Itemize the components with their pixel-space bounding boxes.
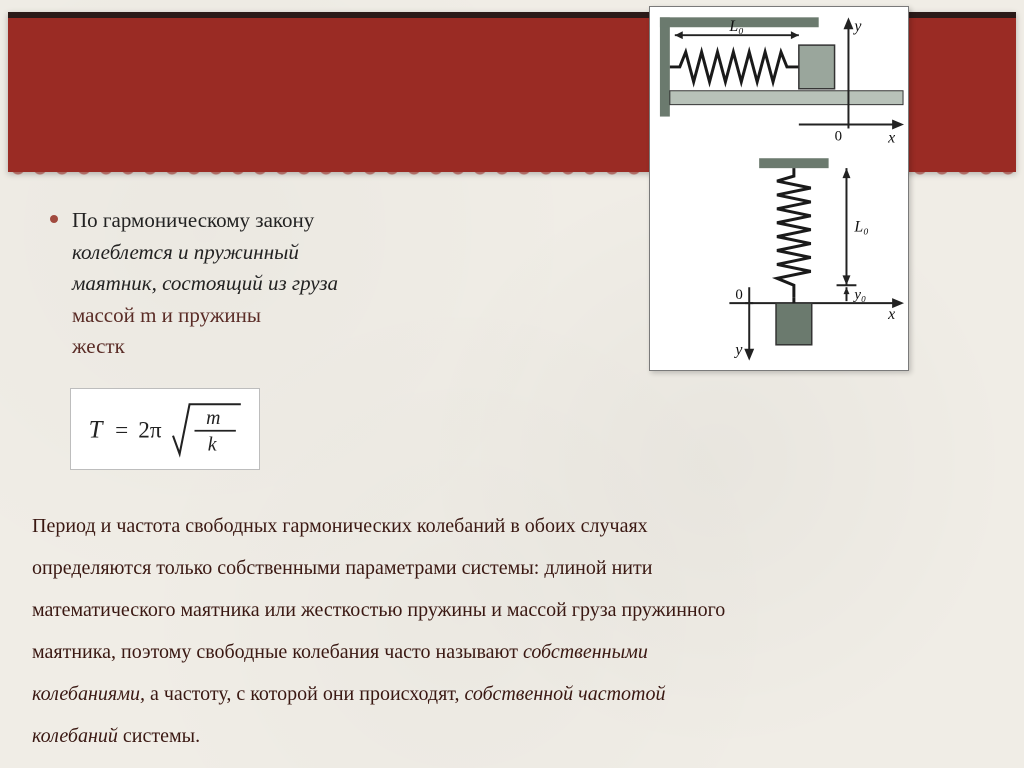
bullet-dot-icon — [50, 215, 58, 223]
bullet-block: По гармоническому закону колеблется и пр… — [50, 205, 550, 363]
label-y-top: y — [852, 18, 862, 35]
spring-diagram: L₀ y x 0 L₀ x 0 — [649, 6, 909, 371]
body-paragraph: Период и частота свободных гармонических… — [32, 505, 992, 757]
bullet-text: По гармоническому закону колеблется и пр… — [72, 205, 338, 363]
label-x-bottom: x — [887, 306, 895, 323]
formula-m: m — [206, 407, 220, 429]
bullet-line4: массой m и пружины — [72, 303, 261, 327]
para-t2: определяются только собственными парамет… — [32, 557, 652, 579]
para-t1: Период и частота свободных гармонических… — [32, 515, 648, 537]
formula-box: T = 2π m k — [70, 388, 260, 470]
para-t4a: маятника, поэтому свободные колебания ча… — [32, 641, 523, 663]
label-L0-side: L₀ — [853, 219, 868, 236]
spring-diagram-svg: L₀ y x 0 L₀ x 0 — [650, 7, 908, 370]
formula-2pi: 2π — [139, 417, 163, 443]
formula-svg: T = 2π m k — [82, 396, 247, 462]
para-t6a: колебаний — [32, 725, 118, 747]
formula-k: k — [208, 433, 218, 455]
para-t6b: системы. — [118, 725, 200, 747]
bullet-line5: жестк — [72, 334, 125, 358]
formula-T: T — [89, 416, 105, 443]
bullet-line2: колеблется и пружинный — [72, 240, 299, 264]
label-y0: y₀ — [852, 287, 866, 303]
para-t3: математического маятника или жесткостью … — [32, 599, 725, 621]
para-t4b: собственными — [523, 641, 648, 663]
formula-eq: = — [115, 417, 128, 443]
para-t5c: собственной частотой — [465, 683, 666, 705]
para-t5b: а частоту, с которой они происходят, — [145, 683, 465, 705]
label-zero-top: 0 — [835, 128, 842, 144]
label-zero-bottom: 0 — [735, 287, 742, 303]
bullet-line1: По гармоническому закону — [72, 208, 314, 232]
label-x-top: x — [887, 129, 895, 146]
label-L0-top: L₀ — [728, 18, 743, 35]
bullet-line3: маятник, состоящий из груза — [72, 271, 338, 295]
para-t5a: колебаниями, — [32, 683, 145, 705]
label-y-bottom: y — [733, 342, 743, 359]
